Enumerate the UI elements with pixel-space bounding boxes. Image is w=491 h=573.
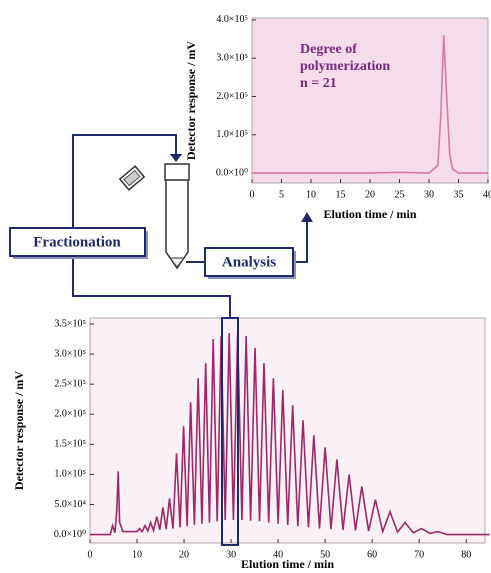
selection-box — [221, 317, 239, 546]
y-tick-label: 4.0×10⁵ — [216, 14, 248, 25]
annotation: Degree of — [300, 42, 357, 57]
connector — [72, 134, 177, 228]
y-tick-label: 3.0×10⁵ — [54, 348, 86, 359]
analysis-box — [204, 247, 294, 277]
y-tick-label: 1.5×10⁵ — [54, 439, 86, 450]
analysis-label: Analysis — [222, 254, 276, 270]
x-tick-label: 10 — [306, 189, 316, 200]
x-tick-label: 15 — [336, 189, 346, 200]
chart: 0 5 10 15 20 25 30 35 40 0.0×10⁰ 1.0×10⁵ 2.0×10⁵ 3.0… — [184, 14, 491, 221]
fractionation-label: Fractionation — [33, 234, 121, 250]
tube-tip — [168, 257, 186, 268]
y-axis-label: Detector response / mV — [12, 371, 26, 491]
arrow-head — [301, 212, 313, 222]
plot-area — [251, 17, 489, 184]
x-tick-label: 25 — [395, 189, 405, 200]
x-tick-label: 80 — [461, 549, 471, 560]
connector — [293, 220, 308, 263]
x-tick-label: 5 — [279, 189, 284, 200]
charts: 0 5 10 15 20 25 30 35 40 0.0×10⁰ 1.0×10⁵ 2.0×10⁵ 3.0… — [12, 14, 491, 571]
x-axis-label: Elution time / min — [323, 207, 416, 221]
connectors — [72, 134, 308, 318]
annotation: polymerization — [300, 59, 390, 74]
y-tick-label: 1.0×10⁵ — [216, 129, 248, 140]
x-tick-label: 70 — [414, 549, 424, 560]
annotation: n = 21 — [300, 76, 337, 91]
x-tick-label: 0 — [88, 549, 93, 560]
x-tick-label: 30 — [226, 549, 236, 560]
data-line — [252, 35, 488, 174]
x-tick-label: 20 — [179, 549, 189, 560]
x-tick-label: 35 — [454, 189, 464, 200]
chart: 0 10 20 30 40 50 60 70 80 0.0×10⁰ 5.0×10⁴ 1.0×10⁵ 1.… — [12, 317, 490, 571]
y-axis-label: Detector response / mV — [184, 41, 198, 161]
x-tick-label: 40 — [273, 549, 283, 560]
x-tick-label: 10 — [132, 549, 142, 560]
x-axis-label: Elution time / min — [241, 557, 334, 571]
y-tick-label: 0.0×10⁰ — [216, 167, 248, 178]
connector — [72, 256, 231, 318]
data-line — [90, 333, 490, 536]
x-tick-label: 30 — [424, 189, 434, 200]
y-tick-label: 0.0×10⁰ — [54, 529, 86, 540]
x-tick-label: 0 — [250, 189, 255, 200]
y-tick-label: 3.0×10⁵ — [216, 52, 248, 63]
y-tick-label: 2.0×10⁵ — [54, 409, 86, 420]
arrow-head — [170, 154, 182, 162]
x-tick-label: 20 — [365, 189, 375, 200]
x-tick-label: 40 — [483, 189, 491, 200]
y-tick-label: 5.0×10⁴ — [54, 499, 86, 510]
x-tick-label: 50 — [320, 549, 330, 560]
y-tick-label: 2.5×10⁵ — [54, 378, 86, 389]
tube — [164, 163, 190, 270]
fractionation-box — [9, 227, 146, 257]
y-tick-label: 3.5×10⁵ — [54, 318, 86, 329]
y-tick-label: 2.0×10⁵ — [216, 91, 248, 102]
x-tick-label: 60 — [367, 549, 377, 560]
y-tick-label: 1.0×10⁵ — [54, 469, 86, 480]
pipette-tip — [118, 165, 146, 191]
